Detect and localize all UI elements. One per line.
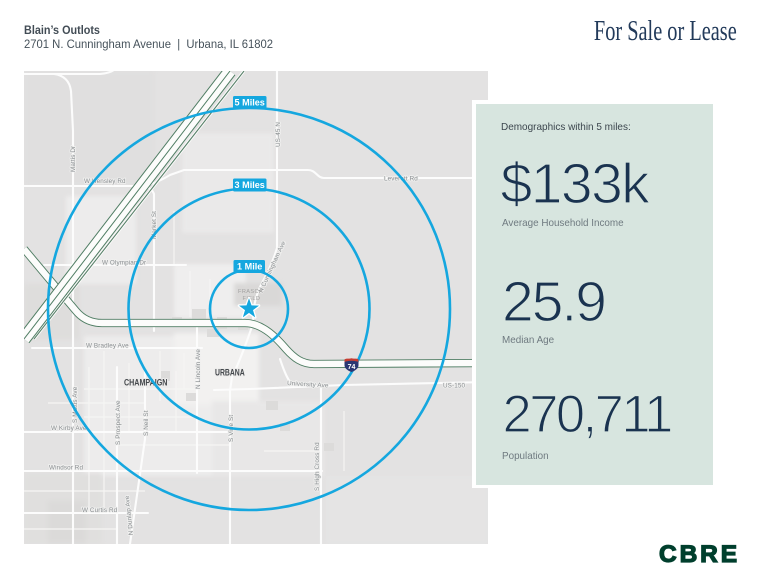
svg-text:URBANA: URBANA <box>215 368 245 378</box>
svg-text:W Curtis Rd: W Curtis Rd <box>82 507 118 514</box>
svg-text:5 Miles: 5 Miles <box>235 98 265 108</box>
svg-text:S Neil St: S Neil St <box>143 410 150 436</box>
svg-text:Market St: Market St <box>151 211 158 239</box>
svg-text:US-45 N: US-45 N <box>275 122 282 147</box>
svg-text:3 Miles: 3 Miles <box>235 180 265 190</box>
svg-text:W Hensley Rd: W Hensley Rd <box>84 178 126 185</box>
svg-text:FRASCA: FRASCA <box>238 289 263 295</box>
svg-text:74: 74 <box>348 364 356 371</box>
svg-text:W Bradley Ave: W Bradley Ave <box>86 343 129 350</box>
svg-text:FIELD: FIELD <box>243 296 261 302</box>
svg-text:University Ave: University Ave <box>287 380 329 390</box>
svg-text:N Lincoln Ave: N Lincoln Ave <box>195 349 202 389</box>
svg-text:US-150: US-150 <box>443 383 465 390</box>
svg-text:Mattis Dr: Mattis Dr <box>70 146 77 172</box>
svg-text:1 Mile: 1 Mile <box>237 262 262 272</box>
svg-text:W Kirby Ave: W Kirby Ave <box>51 425 87 432</box>
svg-text:S Prospect Ave: S Prospect Ave <box>115 400 122 445</box>
svg-text:W Olympian Dr: W Olympian Dr <box>102 260 146 267</box>
svg-text:CHAMPAIGN: CHAMPAIGN <box>124 376 167 387</box>
svg-text:S High Cross Rd: S High Cross Rd <box>314 442 321 491</box>
svg-text:S Mattis Ave: S Mattis Ave <box>72 386 79 423</box>
svg-text:Windsor Rd: Windsor Rd <box>49 465 83 472</box>
